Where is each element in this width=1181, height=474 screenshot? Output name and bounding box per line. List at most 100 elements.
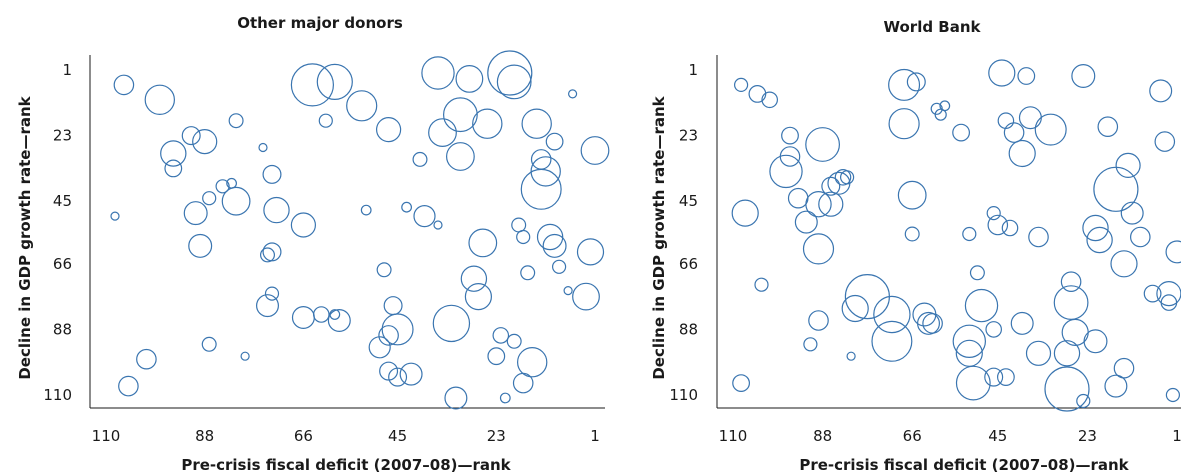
data-point <box>1053 340 1081 367</box>
plot-area <box>731 59 1181 412</box>
data-point <box>256 294 280 318</box>
data-point <box>360 204 372 216</box>
x-tick-label: 88 <box>813 427 832 445</box>
data-point <box>732 374 750 393</box>
data-point <box>1160 294 1178 311</box>
data-point <box>922 313 943 334</box>
data-point <box>748 84 767 103</box>
data-point <box>962 226 977 242</box>
data-point <box>1149 79 1173 103</box>
data-point <box>346 90 378 122</box>
data-point <box>1130 226 1151 248</box>
chart-panel-other-major-donors: Other major donors Decline in GDP growth… <box>16 14 610 474</box>
data-point <box>499 392 511 404</box>
data-point <box>769 154 803 189</box>
data-point <box>567 89 578 99</box>
data-point <box>1060 271 1082 292</box>
data-point <box>383 296 403 316</box>
chart-title: World Bank <box>883 18 981 36</box>
data-point <box>733 77 749 93</box>
data-point <box>413 205 436 228</box>
data-point <box>521 108 552 139</box>
x-tick-label: 66 <box>294 427 313 445</box>
y-tick-label: 66 <box>53 255 72 273</box>
data-point <box>1082 214 1109 242</box>
data-point <box>258 142 268 153</box>
data-point <box>794 210 818 234</box>
data-point <box>1083 329 1108 354</box>
data-point <box>1154 131 1176 152</box>
data-point <box>164 159 183 178</box>
x-tick-label: 1 <box>590 427 600 445</box>
data-point <box>987 214 1009 236</box>
y-tick-label: 23 <box>679 127 698 145</box>
y-tick-labels: 1 23 45 66 88 110 <box>669 61 698 404</box>
data-point <box>1143 284 1162 303</box>
data-point <box>563 286 573 296</box>
data-point <box>955 339 983 367</box>
data-point <box>460 265 488 292</box>
data-point <box>1113 357 1135 379</box>
data-point <box>517 347 548 378</box>
data-point <box>511 217 527 233</box>
data-point <box>1165 387 1181 403</box>
y-tick-label: 23 <box>53 127 72 145</box>
data-point <box>802 233 835 265</box>
data-point <box>779 146 801 167</box>
data-point <box>1001 219 1019 237</box>
data-point <box>487 347 506 366</box>
y-tick-label: 110 <box>669 386 698 404</box>
data-point <box>821 176 841 196</box>
data-point <box>912 302 937 327</box>
data-point <box>754 277 769 292</box>
data-point <box>808 310 829 331</box>
data-point <box>871 320 913 362</box>
data-point <box>1053 285 1089 321</box>
data-point <box>444 386 468 410</box>
data-point <box>897 180 927 210</box>
data-point <box>1003 122 1025 143</box>
data-point <box>376 262 392 278</box>
data-point <box>412 151 428 167</box>
data-point <box>530 156 561 187</box>
data-point <box>260 247 276 263</box>
data-point <box>952 123 970 142</box>
data-point <box>873 295 911 334</box>
data-point <box>536 223 564 251</box>
data-point <box>262 164 282 184</box>
data-point <box>263 196 290 224</box>
data-point <box>399 362 423 386</box>
y-tick-label: 88 <box>679 320 698 338</box>
x-tick-labels: 110 88 66 45 23 1 <box>92 427 600 445</box>
data-point <box>290 212 316 238</box>
data-point <box>731 199 759 227</box>
data-point <box>520 168 562 210</box>
data-point <box>512 372 534 394</box>
x-tick-label: 110 <box>92 427 121 445</box>
data-point <box>955 365 991 401</box>
data-point <box>464 283 492 311</box>
data-point <box>368 336 391 359</box>
data-point <box>781 126 799 145</box>
data-point <box>290 63 334 107</box>
data-point <box>110 211 120 221</box>
y-tick-label: 45 <box>53 192 72 210</box>
chart-panel-world-bank: World Bank Decline in GDP growth rate—ra… <box>650 18 1181 474</box>
data-point <box>906 72 926 92</box>
data-point <box>1093 166 1139 212</box>
data-point <box>997 112 1015 129</box>
data-point <box>952 324 987 358</box>
data-point <box>291 306 315 330</box>
x-tick-label: 45 <box>388 427 407 445</box>
data-point <box>1034 113 1067 146</box>
data-point <box>181 126 201 146</box>
x-tick-label: 23 <box>1078 427 1097 445</box>
data-point <box>986 206 1001 221</box>
data-point <box>839 170 855 185</box>
x-tick-label: 1 <box>1172 427 1181 445</box>
data-point <box>468 228 498 258</box>
data-point <box>1017 67 1036 85</box>
y-tick-labels: 1 23 45 66 88 110 <box>43 61 72 404</box>
data-point <box>144 84 175 116</box>
